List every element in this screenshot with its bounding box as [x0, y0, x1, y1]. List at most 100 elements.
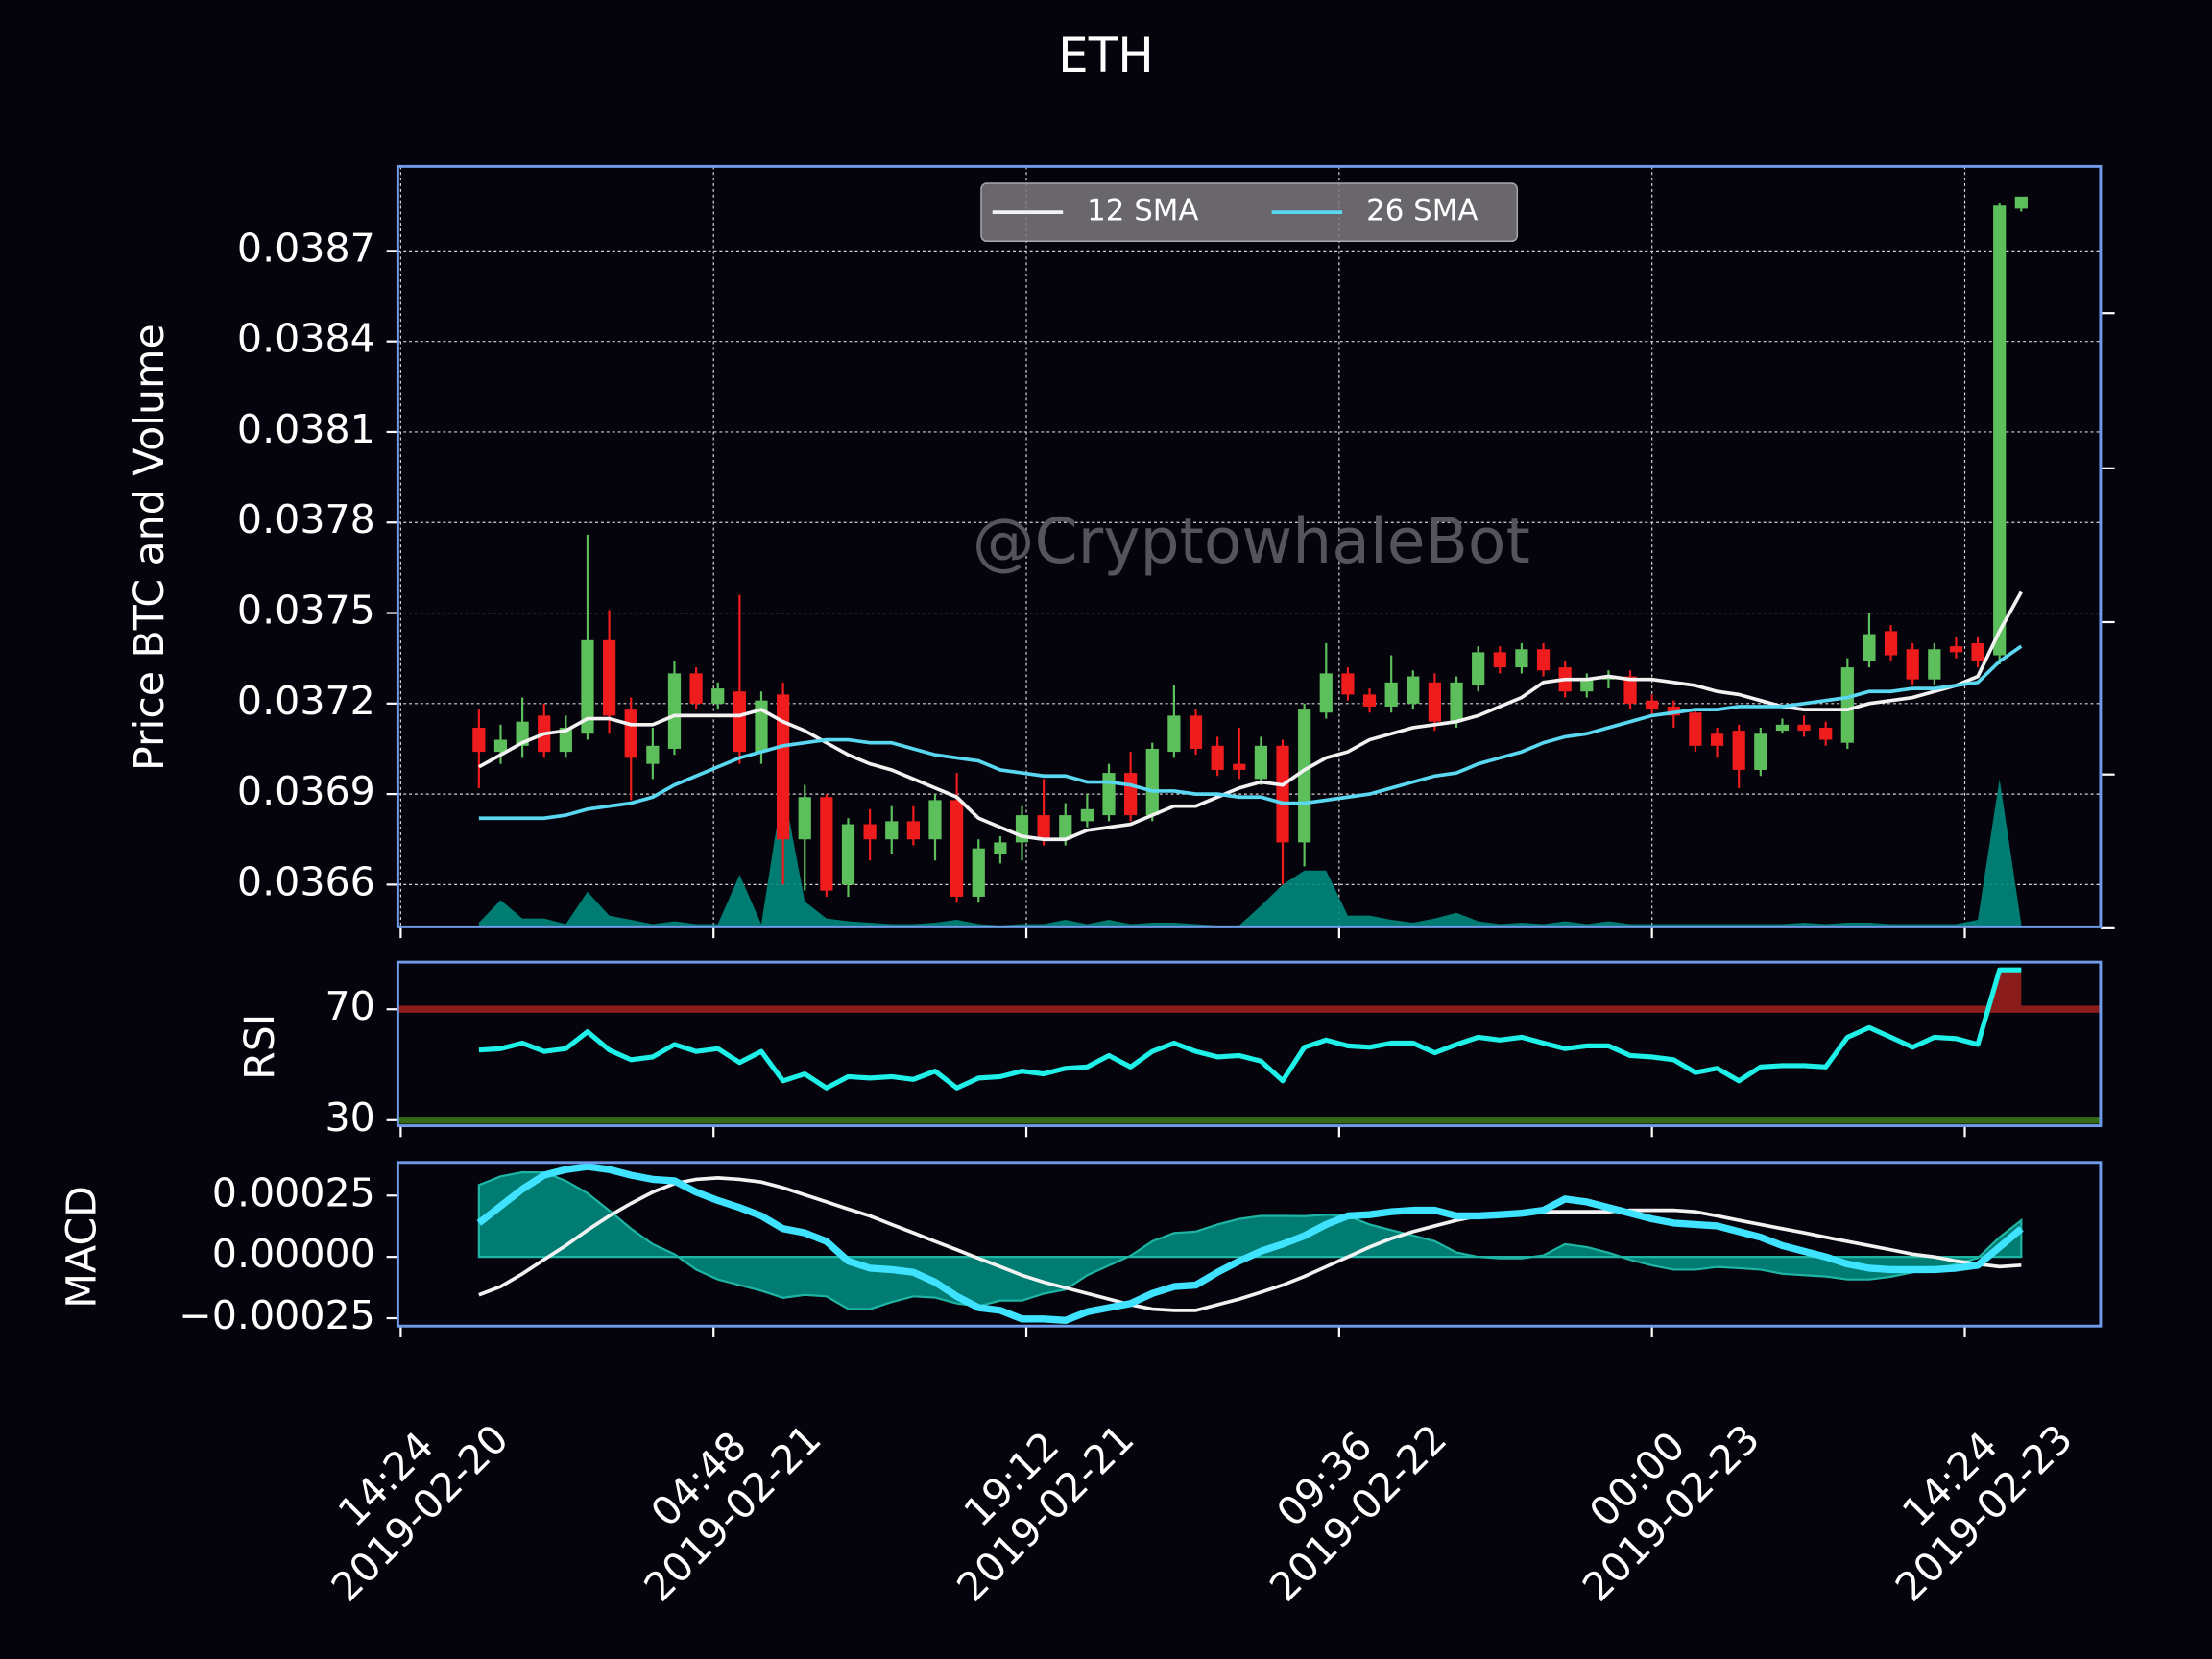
candle-body: [1472, 652, 1485, 685]
candle-body: [1623, 676, 1637, 704]
candle-body: [1884, 631, 1898, 656]
plot: [472, 196, 2028, 927]
sma-line: [477, 590, 2023, 842]
y-tick-label: 0.0381: [237, 406, 375, 452]
candle-body: [1797, 724, 1811, 732]
watermark: @CryptowhaleBot: [973, 506, 1530, 578]
y-tick-label: 30: [325, 1094, 375, 1141]
candle-body: [1384, 682, 1398, 707]
candle-body: [472, 727, 486, 753]
y-tick-label: 0.0375: [237, 588, 375, 634]
candle-body: [841, 824, 855, 885]
candle-body: [1276, 745, 1289, 843]
candle-body: [1515, 649, 1528, 668]
candle-body: [1407, 676, 1420, 704]
candle-body: [1102, 773, 1116, 816]
candle-body: [950, 800, 964, 897]
candle-body: [1906, 649, 1919, 680]
candle-body: [1775, 724, 1790, 732]
legend-box: [980, 182, 1519, 243]
y-tick-label: 0.0384: [237, 316, 375, 362]
candle-body: [602, 639, 616, 716]
signal-line: [478, 1176, 2022, 1312]
y-tick-label: −0.00025: [179, 1292, 375, 1338]
y-tick-label: 0.0378: [237, 496, 375, 542]
candle-body: [689, 673, 703, 704]
candle-body: [667, 673, 682, 749]
candle-body: [1493, 652, 1506, 668]
plot: [397, 967, 2101, 1124]
legend-label: 26 SMA: [1366, 194, 1478, 228]
volume-area: [478, 779, 2022, 927]
candle-body: [1037, 815, 1050, 840]
candle-body: [1167, 715, 1181, 753]
y-axis-label: MACD: [59, 1186, 107, 1309]
candle-body: [928, 800, 942, 840]
legend-label: 12 SMA: [1087, 194, 1198, 228]
candle-body: [1754, 733, 1767, 770]
candle-body: [1059, 815, 1072, 840]
candle-body: [1971, 642, 1984, 661]
legend: 12 SMA 26 SMA: [980, 182, 1519, 243]
candle-body: [1949, 646, 1963, 653]
candle-body: [972, 848, 985, 897]
candle-body: [1863, 634, 1876, 661]
candle-body: [798, 797, 811, 840]
candle-body: [1254, 745, 1268, 780]
candle-body: [1080, 808, 1094, 822]
y-tick-label: 0.0369: [237, 768, 375, 814]
candle-body: [1732, 731, 1745, 770]
candle-body: [1428, 682, 1442, 722]
candle-body: [1341, 673, 1355, 695]
y-axis-label: RSI: [236, 1014, 284, 1080]
chart-title: ETH: [1058, 28, 1154, 84]
candle-body: [994, 842, 1007, 854]
y2-ticks: [2100, 312, 2115, 929]
histogram-area: [477, 1170, 2023, 1310]
overbought-fill: [1987, 970, 2022, 1010]
candle-body: [1298, 709, 1311, 843]
candle-body: [624, 709, 637, 758]
candle-body: [1710, 733, 1724, 746]
rsi-line: [478, 967, 2022, 1091]
candle-body: [1362, 694, 1377, 707]
candle-body: [777, 694, 790, 840]
candle-body: [711, 688, 725, 704]
candle-body: [646, 745, 660, 764]
candle-body: [1840, 667, 1854, 743]
candle-body: [820, 797, 833, 891]
candle-body: [1928, 649, 1941, 680]
candle-body: [1211, 745, 1224, 770]
sma-line: [478, 644, 2023, 821]
y-tick-label: 0.00025: [212, 1169, 375, 1215]
macd-line: [476, 1163, 2024, 1325]
candle-body: [1319, 673, 1333, 713]
candle-body: [1536, 649, 1551, 671]
candle-body: [1450, 682, 1463, 722]
y-tick-label: 0.0372: [237, 678, 375, 724]
y-tick-label: 0.00000: [212, 1231, 375, 1277]
candle-body: [581, 639, 594, 734]
candle-body: [1646, 700, 1659, 710]
candle-body: [493, 739, 508, 753]
candle-body: [733, 691, 746, 753]
candle-body: [1580, 679, 1594, 692]
candle-body: [2014, 196, 2028, 209]
candle-body: [559, 727, 572, 753]
plot: [476, 1163, 2024, 1325]
candle-body: [1819, 727, 1833, 740]
candle-body: [1124, 773, 1138, 816]
candle-body: [1689, 712, 1702, 746]
candle-body: [885, 821, 899, 840]
y-tick-label: 70: [325, 983, 375, 1029]
candle-body: [906, 821, 920, 840]
candle-body: [1189, 715, 1203, 749]
panel-frame: [396, 960, 2103, 1128]
candle-body: [1233, 763, 1246, 770]
y-tick-label: 0.0366: [237, 858, 375, 904]
candle-body: [1993, 205, 2007, 656]
candle-body: [1145, 748, 1159, 816]
